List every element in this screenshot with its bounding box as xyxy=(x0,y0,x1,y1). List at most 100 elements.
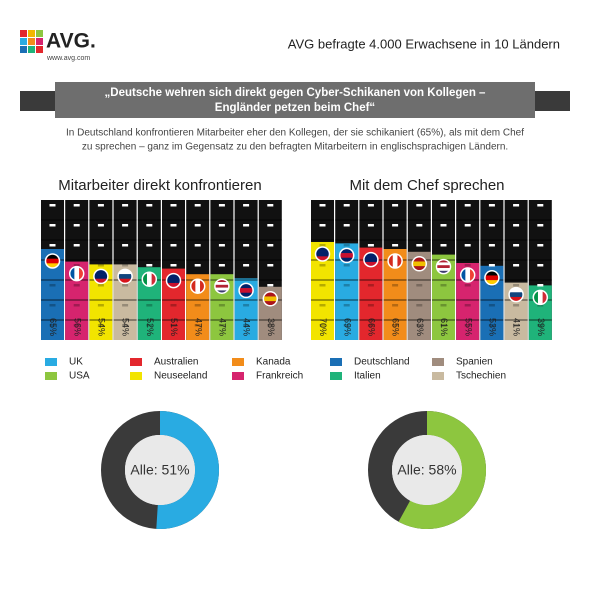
flag-stripe xyxy=(214,282,229,286)
flag-rim xyxy=(189,278,206,294)
flag-stripe xyxy=(460,268,466,282)
flag-stripe xyxy=(315,251,330,257)
legend-swatch xyxy=(232,358,244,366)
flag-stripe xyxy=(315,256,330,261)
bar xyxy=(311,242,334,340)
flag-stripe xyxy=(190,279,196,294)
flag-stripe xyxy=(45,254,60,259)
legend-label: Deutschland xyxy=(354,357,410,368)
flag-stripe xyxy=(392,254,398,268)
flag xyxy=(190,279,205,294)
flag-rim xyxy=(141,271,158,287)
value-label: 44% xyxy=(242,318,252,336)
donut-label: Alle: 58% xyxy=(397,462,456,478)
flag-rim xyxy=(238,282,254,299)
drawer-handle xyxy=(416,304,423,307)
drawer-handle xyxy=(464,264,471,267)
drawer-handle xyxy=(194,224,201,227)
flag-stripe xyxy=(69,266,75,281)
drawer-handle xyxy=(392,304,399,307)
drawer-handle xyxy=(319,244,326,247)
drawer-handle xyxy=(122,224,129,227)
drawer-handle xyxy=(416,244,423,247)
flag-stripe xyxy=(151,272,157,287)
drawer-handle xyxy=(73,204,80,207)
drawer-handle xyxy=(218,204,225,207)
flag xyxy=(239,283,254,298)
drawer-handle xyxy=(243,224,250,227)
legend-swatch xyxy=(45,372,57,380)
drawer-handle xyxy=(488,324,495,327)
flag-rim xyxy=(484,270,500,286)
flag-rim xyxy=(165,272,182,289)
flag-rim xyxy=(387,253,403,269)
flag-stripe xyxy=(397,254,403,268)
flag-stripe xyxy=(239,292,254,298)
drawer-handle xyxy=(243,264,250,267)
drawer-handle xyxy=(97,224,104,227)
flag-rim xyxy=(363,251,379,268)
value-label: 65% xyxy=(48,318,58,336)
legend-label: Frankreich xyxy=(256,371,303,382)
flag-stripe xyxy=(436,268,451,272)
flag-stripe xyxy=(118,269,133,275)
drawer-handle xyxy=(194,244,201,247)
drawer-handle xyxy=(243,324,250,327)
drawer-handle xyxy=(343,284,350,287)
bar xyxy=(383,249,407,340)
value-label: 53% xyxy=(488,318,498,336)
flag-stripe xyxy=(166,273,181,279)
flag-stripe xyxy=(118,274,133,280)
flag-stripe xyxy=(166,278,181,284)
flag-stripe xyxy=(542,290,548,305)
flag-stripe xyxy=(484,275,499,281)
drawer-handle xyxy=(513,304,520,307)
legend-label: Spanien xyxy=(456,357,493,368)
drawer-handle xyxy=(488,244,495,247)
drawer-handle xyxy=(513,244,520,247)
drawer-handle xyxy=(513,324,520,327)
drawer-handle xyxy=(537,324,544,327)
flag-stripe xyxy=(239,283,254,289)
flag xyxy=(533,290,548,305)
drawer-handle xyxy=(97,264,104,267)
drawer-handle xyxy=(122,264,129,267)
drawer-handle xyxy=(146,264,153,267)
value-label: 41% xyxy=(512,318,522,336)
flag-stripe xyxy=(363,257,378,263)
drawer-handle xyxy=(537,284,544,287)
logo-icon xyxy=(20,30,43,53)
drawer-handle xyxy=(513,264,520,267)
flag-stripe xyxy=(412,261,427,267)
flag-stripe xyxy=(315,247,330,252)
logo-url: www.avg.com xyxy=(46,55,90,62)
bar xyxy=(335,243,359,340)
drawer-handle xyxy=(392,244,399,247)
flag-rim xyxy=(117,268,133,285)
drawer-handle xyxy=(367,224,374,227)
flag-stripe xyxy=(263,301,278,306)
drawer-handle xyxy=(416,204,423,207)
flag xyxy=(412,256,427,271)
drawer-handle xyxy=(537,264,544,267)
value-label: 56% xyxy=(72,318,82,336)
drawer-handle xyxy=(513,204,520,207)
donut-segment xyxy=(398,411,486,529)
drawer-handle xyxy=(513,224,520,227)
value-label: 39% xyxy=(536,318,546,336)
flag-stripe xyxy=(214,284,229,288)
drawer-handle xyxy=(122,324,129,327)
drawer-handle xyxy=(367,284,374,287)
flag-stripe xyxy=(74,266,80,281)
drawer-handle xyxy=(73,324,80,327)
legend-label: Neuseeland xyxy=(154,371,207,382)
drawer-handle xyxy=(392,324,399,327)
flag-stripe xyxy=(263,296,278,302)
flag-rim xyxy=(411,256,428,272)
bar xyxy=(359,247,383,340)
legend-swatch xyxy=(130,372,142,380)
flag-stripe xyxy=(79,266,84,281)
bar xyxy=(41,249,64,340)
drawer-handle xyxy=(367,304,374,307)
drawer-handle xyxy=(343,304,350,307)
